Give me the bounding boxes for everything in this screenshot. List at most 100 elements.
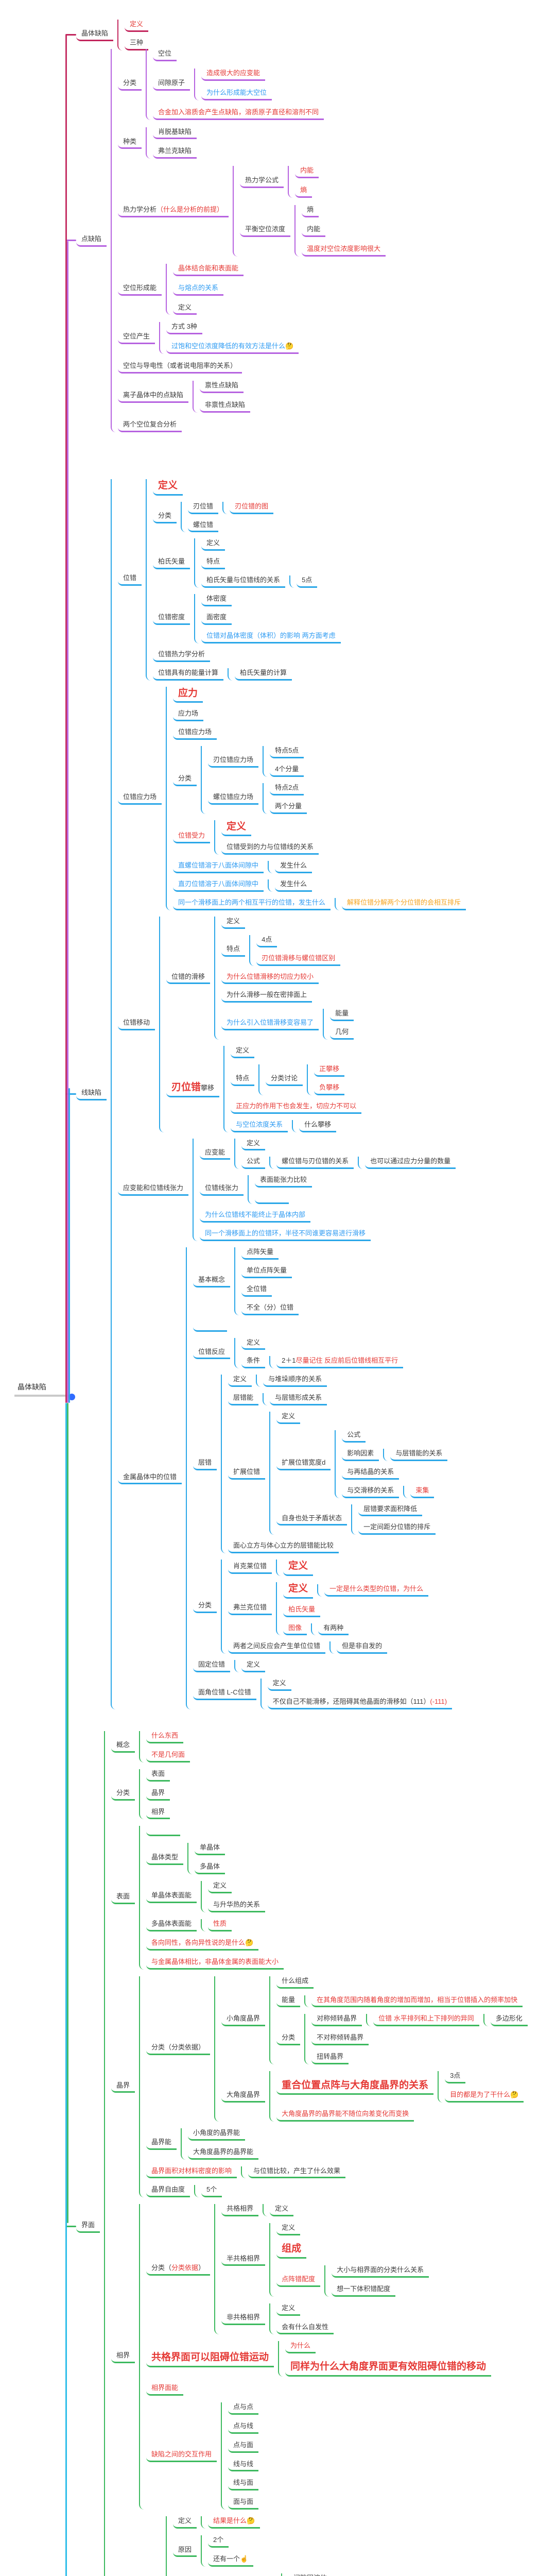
map-node[interactable]: 与再结晶的关系: [342, 1467, 399, 1480]
map-node[interactable]: 两者之间反应会产生单位位错: [228, 1641, 326, 1654]
map-node[interactable]: 热力学分析（什么是分析的前提）: [118, 205, 229, 218]
map-node[interactable]: 定义: [267, 1679, 291, 1691]
map-node[interactable]: 特点: [221, 944, 246, 957]
map-node[interactable]: 定义: [208, 1881, 232, 1894]
map-node[interactable]: 单晶体: [195, 1843, 225, 1856]
map-node[interactable]: 定义: [173, 2516, 197, 2529]
map-node[interactable]: 位错对晶体密度（体积）的影响 两方面考虑: [201, 631, 341, 643]
map-node[interactable]: 线与线: [228, 2460, 259, 2472]
map-node[interactable]: 定义: [241, 1338, 266, 1350]
map-node[interactable]: 热力学公式: [240, 176, 284, 189]
map-node[interactable]: 自身也处于矛盾状态: [276, 1514, 348, 1526]
map-node[interactable]: 弗兰克位错: [228, 1603, 272, 1615]
map-node[interactable]: 定义: [221, 820, 252, 837]
map-node[interactable]: 束集: [410, 1486, 435, 1498]
map-node[interactable]: 点阵错配度: [276, 2275, 321, 2287]
map-node[interactable]: 不是几何面: [146, 1750, 190, 1762]
map-node[interactable]: 两个空位复合分析: [118, 420, 182, 432]
map-node[interactable]: 熵: [295, 185, 312, 198]
map-node[interactable]: 两个分量: [270, 802, 307, 814]
map-node[interactable]: 间隙原子: [153, 78, 190, 91]
map-node[interactable]: 为什么引入位错滑移变容易了: [221, 1018, 319, 1031]
map-node[interactable]: 直螺位错溶于八面体间隙中: [173, 861, 264, 874]
map-node[interactable]: 柏氏矢量: [153, 557, 190, 570]
map-node[interactable]: 为什么滑移一般在密排面上: [221, 990, 312, 1003]
map-node[interactable]: 位错应力场: [173, 727, 217, 740]
map-node[interactable]: 定义: [231, 1046, 255, 1058]
map-node[interactable]: 定义: [276, 2223, 301, 2236]
map-node[interactable]: 晶界: [146, 1788, 170, 1801]
map-node[interactable]: 小角度的晶界能: [188, 2128, 246, 2141]
map-node[interactable]: 5点: [297, 575, 318, 588]
map-node[interactable]: 离子晶体中的点缺陷: [118, 391, 189, 403]
map-node[interactable]: 发生什么: [275, 861, 312, 874]
map-node[interactable]: 晶体缺陷: [76, 29, 114, 41]
map-node[interactable]: [193, 1321, 228, 1332]
map-node[interactable]: 位错热力学分析: [153, 650, 211, 662]
map-node[interactable]: 几何: [330, 1027, 354, 1040]
map-node[interactable]: 间隙固溶体: [288, 2573, 332, 2576]
map-node[interactable]: 表面能张力比较: [255, 1175, 312, 1188]
map-node[interactable]: 位错反应: [193, 1347, 231, 1360]
map-node[interactable]: 不仅自己不能滑移，还阻碍其他晶面的滑移如（111）(-111): [267, 1697, 453, 1709]
map-node[interactable]: 大小与相界面的分类什么关系: [332, 2265, 429, 2278]
map-node[interactable]: 影响因素: [342, 1449, 379, 1461]
map-node[interactable]: 定义: [125, 20, 149, 32]
map-node[interactable]: 内能: [302, 225, 326, 237]
map-node[interactable]: 在其角度范围内随着角度的增加而增加，相当于位错插入的频率加快: [311, 1995, 523, 2008]
map-node[interactable]: 定义: [173, 303, 197, 315]
map-node[interactable]: 能量: [276, 1995, 301, 2008]
map-node[interactable]: [255, 1194, 289, 1205]
map-node[interactable]: 正应力的作用下也会发生，切应力不可以: [231, 1101, 362, 1114]
map-node[interactable]: 柏氏矢量与位错线的关系: [201, 575, 286, 588]
map-node[interactable]: 想一下体积错配度: [332, 2284, 396, 2297]
map-node[interactable]: 分类讨论: [266, 1074, 303, 1086]
map-node[interactable]: 刃位错攀移: [166, 1081, 220, 1097]
map-node[interactable]: 位错 水平排列和上下排列的异同: [373, 2014, 479, 2027]
map-node[interactable]: 不全（分）位错: [241, 1303, 299, 1315]
map-node[interactable]: 概念: [111, 1740, 135, 1753]
map-node[interactable]: 扩展位错: [228, 1467, 266, 1480]
map-node[interactable]: 为什么位错线不能终止于晶体内部: [200, 1210, 311, 1223]
map-node[interactable]: 能量: [330, 1009, 354, 1022]
map-node[interactable]: 2＋1尽量记住 反应前后位错线相互平行: [276, 1356, 404, 1369]
map-node[interactable]: 共格界面可以阻碍位错运动: [146, 2351, 274, 2367]
map-node[interactable]: 同样为什么大角度界面更有效阻碍位错的移动: [285, 2360, 492, 2377]
map-node[interactable]: 分类: [111, 1788, 135, 1801]
map-node[interactable]: 分类（分类依据）: [146, 2043, 211, 2055]
map-node[interactable]: 界面: [76, 2221, 100, 2233]
map-node[interactable]: 内能: [295, 166, 319, 179]
map-node[interactable]: 定义: [270, 2204, 294, 2217]
map-node[interactable]: 为什么形成能大空位: [201, 88, 272, 100]
map-node[interactable]: 层错能: [228, 1393, 259, 1406]
map-node[interactable]: 表面: [146, 1769, 170, 1782]
map-node[interactable]: 晶界能: [146, 2138, 177, 2150]
map-node[interactable]: 分类: [193, 1601, 217, 1613]
map-node[interactable]: 合金加入溶质会产生点缺陷，溶质原子直径和溶剂不同: [153, 108, 324, 120]
map-node[interactable]: 5个: [201, 2185, 222, 2198]
map-node[interactable]: 平衡空位浓度: [240, 225, 291, 237]
map-node[interactable]: 不对称倾转晶界: [311, 2033, 369, 2046]
map-node[interactable]: 刃位错的图: [230, 502, 274, 514]
map-node[interactable]: 与交滑移的关系: [342, 1486, 399, 1498]
map-node[interactable]: 熵: [302, 205, 319, 218]
map-node[interactable]: 分类: [118, 78, 142, 91]
map-node[interactable]: 相界面能: [146, 2383, 184, 2396]
map-node[interactable]: 定义: [283, 1560, 314, 1576]
map-node[interactable]: 什么攀移: [299, 1120, 337, 1132]
map-node[interactable]: 三种: [125, 38, 149, 50]
map-node[interactable]: 定义: [228, 1375, 252, 1387]
map-node[interactable]: 层错: [193, 1458, 217, 1470]
map-node[interactable]: 特点2点: [270, 783, 304, 795]
map-node[interactable]: 应变能和位错线张力: [118, 1183, 189, 1196]
map-node[interactable]: 同一个滑移面上的两个相互平行的位错，发生什么: [173, 898, 331, 910]
map-node[interactable]: 空位形成能: [118, 283, 162, 296]
map-node[interactable]: 性质: [208, 1919, 232, 1931]
map-node[interactable]: 大角度晶界的晶界能: [188, 2147, 259, 2160]
map-node[interactable]: 基本概念: [193, 1275, 231, 1287]
map-node[interactable]: 与升华热的关系: [208, 1900, 266, 1913]
map-node[interactable]: 应力: [173, 687, 203, 703]
map-node[interactable]: 金属晶体中的位错: [118, 1472, 182, 1485]
map-node[interactable]: 柏氏矢量的计算: [235, 668, 292, 681]
map-node[interactable]: 造成很大的应变能: [201, 69, 266, 81]
